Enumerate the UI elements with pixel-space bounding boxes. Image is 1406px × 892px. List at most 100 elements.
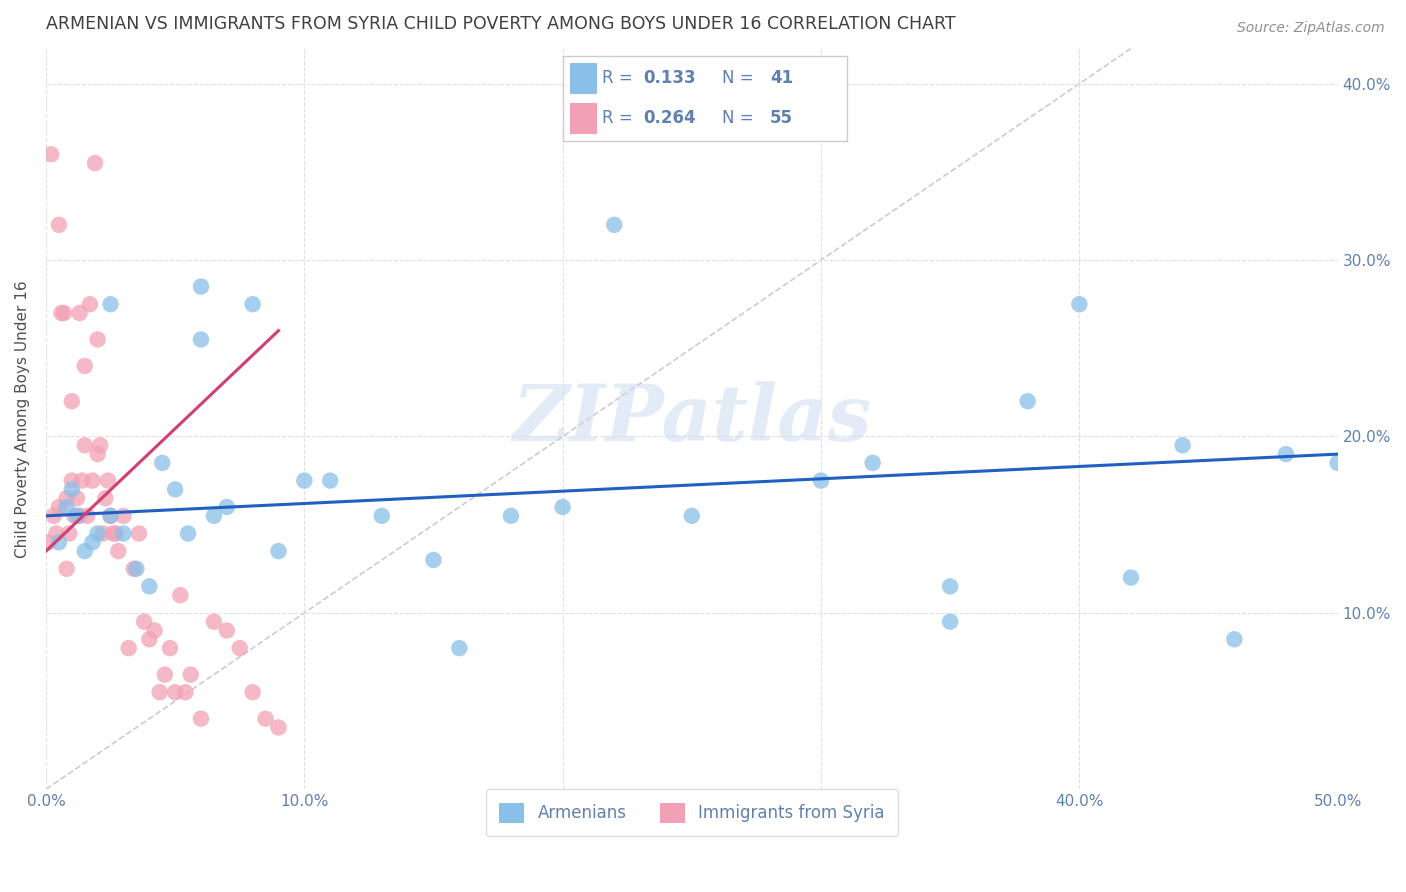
Point — [180, 667, 202, 681]
Point — [51, 306, 73, 320]
Point — [100, 508, 122, 523]
Point — [86, 526, 108, 541]
Point — [190, 279, 212, 293]
Point — [371, 508, 394, 523]
Point — [551, 500, 574, 514]
Point — [73, 359, 96, 373]
Point — [174, 685, 197, 699]
Point — [292, 474, 315, 488]
Point — [112, 508, 135, 523]
Point — [58, 526, 80, 541]
Point — [48, 500, 70, 514]
Point — [319, 474, 342, 488]
Point — [97, 474, 120, 488]
Legend: Armenians, Immigrants from Syria: Armenians, Immigrants from Syria — [485, 789, 898, 837]
Point — [138, 579, 160, 593]
Point — [63, 508, 86, 523]
Y-axis label: Child Poverty Among Boys Under 16: Child Poverty Among Boys Under 16 — [15, 280, 30, 558]
Point — [215, 500, 238, 514]
Text: Source: ZipAtlas.com: Source: ZipAtlas.com — [1237, 21, 1385, 35]
Point — [66, 491, 89, 506]
Point — [190, 712, 212, 726]
Point — [122, 562, 145, 576]
Point — [267, 544, 290, 558]
Point — [39, 147, 62, 161]
Point — [104, 526, 127, 541]
Point — [138, 632, 160, 647]
Point — [190, 333, 212, 347]
Point — [48, 218, 70, 232]
Point — [165, 483, 187, 497]
Point — [42, 508, 65, 523]
Point — [94, 491, 117, 506]
Point — [862, 456, 884, 470]
Point — [69, 306, 91, 320]
Point — [55, 500, 77, 514]
Point — [159, 641, 181, 656]
Point — [267, 721, 290, 735]
Point — [48, 535, 70, 549]
Point — [86, 447, 108, 461]
Point — [84, 156, 107, 170]
Point — [603, 218, 626, 232]
Point — [125, 562, 148, 576]
Point — [242, 685, 264, 699]
Point — [228, 641, 250, 656]
Point — [107, 544, 129, 558]
Text: ARMENIAN VS IMMIGRANTS FROM SYRIA CHILD POVERTY AMONG BOYS UNDER 16 CORRELATION : ARMENIAN VS IMMIGRANTS FROM SYRIA CHILD … — [46, 15, 956, 33]
Point — [79, 297, 101, 311]
Text: ZIPatlas: ZIPatlas — [512, 381, 872, 457]
Point — [169, 588, 191, 602]
Point — [60, 394, 83, 409]
Point — [1171, 438, 1194, 452]
Point — [112, 526, 135, 541]
Point — [101, 526, 124, 541]
Point — [100, 508, 122, 523]
Point — [55, 491, 77, 506]
Point — [1119, 571, 1142, 585]
Point — [69, 508, 91, 523]
Point — [82, 535, 104, 549]
Point — [91, 526, 114, 541]
Point — [165, 685, 187, 699]
Point — [100, 297, 122, 311]
Point — [150, 456, 173, 470]
Point — [82, 474, 104, 488]
Point — [202, 615, 225, 629]
Point — [810, 474, 832, 488]
Point — [70, 474, 93, 488]
Point — [1017, 394, 1039, 409]
Point — [134, 615, 156, 629]
Point — [76, 508, 98, 523]
Point — [939, 615, 962, 629]
Point — [681, 508, 703, 523]
Point — [1275, 447, 1298, 461]
Point — [143, 624, 166, 638]
Point — [117, 641, 139, 656]
Point — [66, 508, 89, 523]
Point — [89, 438, 111, 452]
Point — [449, 641, 471, 656]
Point — [45, 526, 67, 541]
Point — [73, 544, 96, 558]
Point — [1326, 456, 1348, 470]
Point — [202, 508, 225, 523]
Point — [73, 438, 96, 452]
Point — [1223, 632, 1246, 647]
Point — [939, 579, 962, 593]
Point — [254, 712, 277, 726]
Point — [499, 508, 522, 523]
Point — [177, 526, 200, 541]
Point — [86, 333, 108, 347]
Point — [60, 474, 83, 488]
Point — [153, 667, 176, 681]
Point — [128, 526, 150, 541]
Point — [38, 535, 60, 549]
Point — [60, 483, 83, 497]
Point — [55, 562, 77, 576]
Point — [149, 685, 172, 699]
Point — [422, 553, 444, 567]
Point — [1069, 297, 1091, 311]
Point — [53, 306, 76, 320]
Point — [242, 297, 264, 311]
